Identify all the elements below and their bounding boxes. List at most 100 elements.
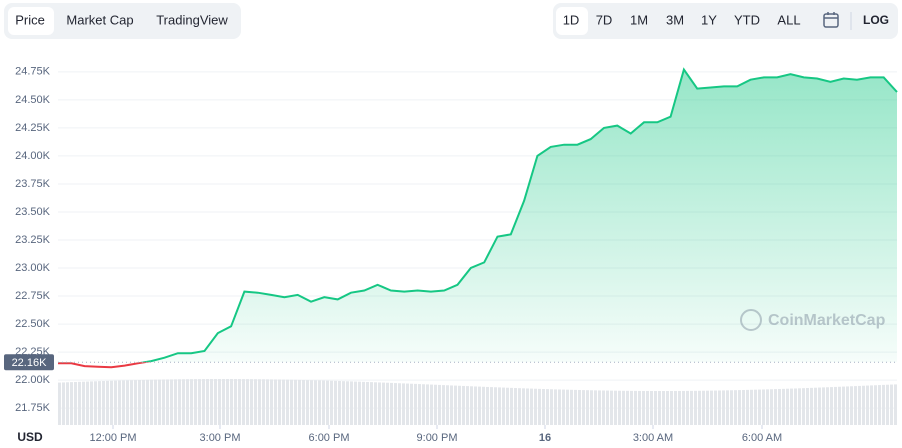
volume-decor [242,379,245,425]
volume-decor [306,380,309,425]
volume-decor [410,383,413,425]
volume-decor [630,390,633,425]
volume-decor [594,390,597,425]
volume-decor [222,379,225,425]
volume-decor [762,389,765,425]
volume-decor [362,381,365,425]
range-button[interactable]: 7D [596,12,613,27]
volume-decor [598,390,601,425]
reference-label: 22.16K [12,357,48,369]
volume-decor [358,381,361,425]
volume-decor [162,379,165,425]
volume-decor [838,386,841,425]
y-tick-label: 23.50K [15,206,51,218]
range-button[interactable]: YTD [734,12,760,27]
volume-decor [726,390,729,425]
x-tick-label: 6:00 PM [309,432,350,444]
volume-decor [102,381,105,425]
volume-decor [722,390,725,425]
volume-decor [390,382,393,425]
volume-decor [734,390,737,425]
volume-decor [886,384,889,425]
volume-decor [642,390,645,425]
volume-decor [730,390,733,425]
y-tick-label: 23.75K [15,178,51,190]
reference-badge [4,354,54,371]
volume-decor [74,381,77,425]
tab[interactable]: Price [15,12,45,27]
volume-decor [578,390,581,425]
volume-decor [274,379,277,425]
volume-decor [686,390,689,425]
volume-decor [798,388,801,425]
volume-decor [634,390,637,425]
volume-decor [738,390,741,425]
volume-decor [366,381,369,425]
volume-decor [278,379,281,425]
range-button[interactable]: 1M [630,12,648,27]
volume-decor [254,379,257,425]
y-tick-label: 24.00K [15,150,51,162]
volume-decor [226,379,229,425]
volume-decor [350,381,353,425]
volume-decor [270,379,273,425]
volume-decor [286,379,289,425]
y-tick-label: 22.00K [15,374,51,386]
volume-decor [894,384,897,425]
volume-decor [354,381,357,425]
volume-decor [258,379,261,425]
volume-decor [466,386,469,425]
volume-decor [302,380,305,425]
volume-decor [506,387,509,425]
y-tick-label: 22.75K [15,290,51,302]
volume-decor [610,390,613,425]
volume-decor [574,389,577,425]
volume-decor [314,380,317,425]
volume-decor [218,379,221,425]
volume-decor [670,390,673,425]
volume-decor [418,384,421,425]
volume-decor [318,380,321,425]
volume-decor [522,388,525,425]
active-range [556,7,588,35]
volume-decor [858,385,861,425]
volume-decor [802,388,805,425]
volume-decor [382,382,385,425]
volume-decor [122,380,125,425]
volume-decor [346,381,349,425]
volume-decor [562,389,565,425]
volume-decor [402,383,405,425]
volume-decor [442,385,445,425]
volume-decor [134,380,137,425]
x-tick-label: 16 [539,432,551,444]
volume-decor [862,385,865,425]
range-button[interactable]: 3M [666,12,684,27]
volume-decor [238,379,241,425]
volume-decor [718,390,721,425]
volume-decor [326,380,329,425]
range-button[interactable]: 1Y [701,12,717,27]
log-toggle[interactable]: LOG [863,13,889,27]
calendar-icon[interactable] [823,12,839,28]
volume-decor [454,385,457,425]
volume-decor [62,382,65,425]
volume-decor [370,382,373,425]
volume-decor [714,390,717,425]
volume-decor [586,390,589,425]
range-button[interactable]: ALL [777,12,800,27]
volume-decor [710,390,713,425]
volume-decor [674,390,677,425]
tab[interactable]: TradingView [156,12,228,27]
x-tick-label: 3:00 AM [633,432,673,444]
volume-decor [150,379,153,425]
volume-decor [782,388,785,425]
range-button[interactable]: 1D [563,12,580,27]
tab[interactable]: Market Cap [66,12,133,27]
volume-decor [174,379,177,425]
volume-decor [538,388,541,425]
volume-decor [754,389,757,425]
volume-decor [890,384,893,425]
volume-decor [870,385,873,425]
volume-decor [310,380,313,425]
volume-decor [866,385,869,425]
